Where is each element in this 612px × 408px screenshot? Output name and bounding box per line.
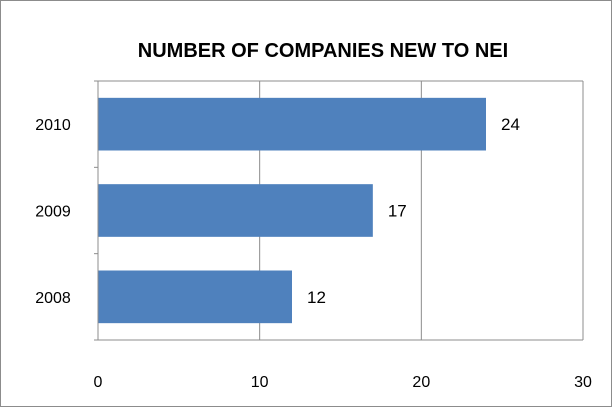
bar-2008 — [98, 270, 292, 324]
data-label-2009: 17 — [388, 202, 407, 221]
x-tick-label-0: 0 — [94, 374, 103, 391]
data-label-2008: 12 — [307, 288, 326, 307]
axes — [94, 80, 99, 341]
bar-2009 — [98, 184, 373, 237]
bars — [98, 97, 486, 324]
chart-title: NUMBER OF COMPANIES NEW TO NEI — [138, 40, 508, 62]
x-tick-label-30: 30 — [574, 374, 592, 391]
y-tick-label-2008: 2008 — [35, 290, 71, 307]
bar-2010 — [98, 97, 486, 151]
labels: 12 2008 17 2009 24 2010 0 10 20 30 — [35, 115, 592, 391]
y-tick-label-2010: 2010 — [35, 117, 71, 134]
y-tick-label-2009: 2009 — [35, 204, 71, 221]
x-tick-label-20: 20 — [412, 374, 430, 391]
data-label-2010: 24 — [501, 115, 520, 134]
x-tick-label-10: 10 — [251, 374, 269, 391]
